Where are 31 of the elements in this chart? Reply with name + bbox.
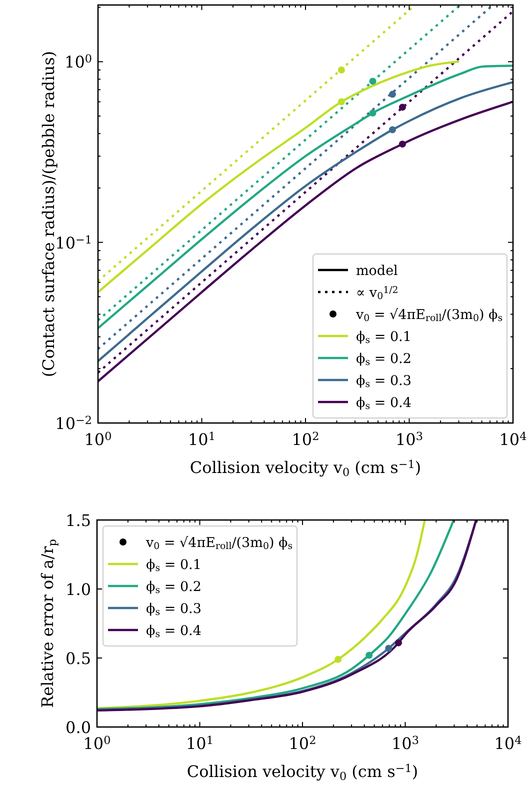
annotation: model bbox=[356, 263, 398, 279]
x-tick-label: 10$^{2}$ bbox=[292, 430, 320, 449]
legend-label: ϕ$_{s}$ = 0.3 bbox=[146, 601, 202, 618]
x-axis-title: Collision velocity v$_{0}$ (cm s$^{−1}$) bbox=[190, 458, 422, 479]
legend-label: ϕ$_{s}$ = 0.2 bbox=[146, 579, 202, 596]
annotation: v$_{0}$ = √4πE$_{roll}$/(3m$_{0}$) ϕ$_{s}$ bbox=[355, 307, 503, 324]
x-axis-title: Collision velocity v$_{0}$ (cm s$^{−1}$) bbox=[186, 762, 418, 783]
annotation: v$_{0}$ = √4πE$_{roll}$/(3m$_{0}$) ϕ$_{s}$ bbox=[145, 535, 293, 552]
legend-label: ϕ$_{s}$ = 0.1 bbox=[146, 557, 202, 574]
legend-label: ϕ$_{s}$ = 0.1 bbox=[356, 329, 412, 346]
legend-label: ϕ$_{s}$ = 0.4 bbox=[356, 395, 412, 412]
x-tick-label: 10$^{3}$ bbox=[396, 430, 423, 449]
y-tick-label: 1.0 bbox=[66, 580, 91, 599]
x-tick-label: 10$^{0}$ bbox=[84, 430, 112, 449]
y-tick-label: 1.5 bbox=[66, 511, 91, 530]
x-tick-label: 10$^{0}$ bbox=[83, 734, 111, 753]
x-tick-label: 10$^{1}$ bbox=[186, 734, 214, 753]
x-tick-label: 10$^{4}$ bbox=[494, 734, 522, 753]
y-tick-label: 0.0 bbox=[66, 718, 91, 737]
legend-label: ϕ$_{s}$ = 0.3 bbox=[356, 373, 412, 390]
legend-label: ϕ$_{s}$ = 0.4 bbox=[146, 623, 202, 640]
y-tick-label: 10$^{−1}$ bbox=[55, 233, 92, 252]
y-tick-label: 10$^{−2}$ bbox=[55, 414, 92, 433]
y-axis-title: (Contact surface radius)/(pebble radius) bbox=[39, 50, 58, 378]
y-tick-label: 10$^{0}$ bbox=[64, 52, 92, 72]
x-tick-label: 10$^{4}$ bbox=[499, 430, 527, 449]
y-tick-label: 0.5 bbox=[66, 649, 91, 668]
x-tick-label: 10$^{1}$ bbox=[188, 430, 216, 449]
x-tick-label: 10$^{2}$ bbox=[288, 734, 316, 753]
legend-label: ϕ$_{s}$ = 0.2 bbox=[356, 351, 412, 368]
x-tick-label: 10$^{3}$ bbox=[392, 734, 419, 753]
